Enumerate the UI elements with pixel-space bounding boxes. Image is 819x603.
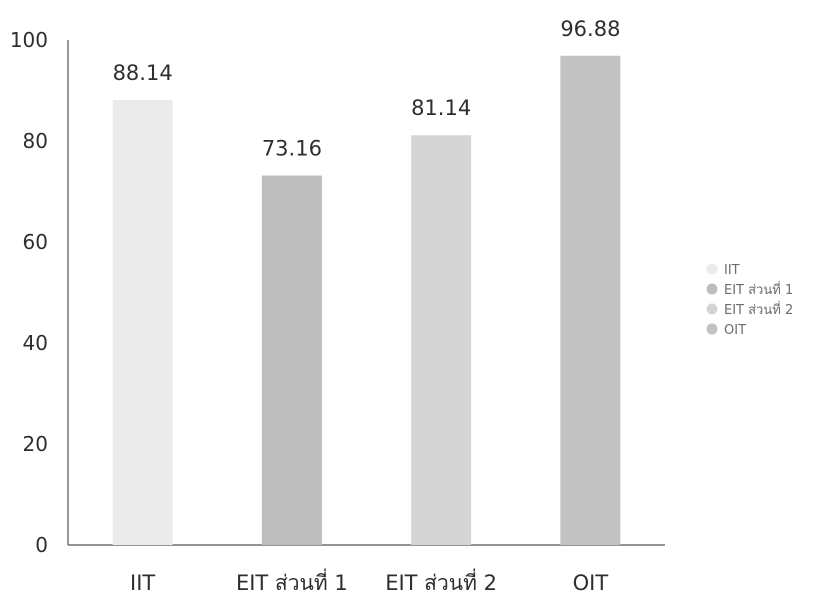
y-tick-label: 40 xyxy=(23,331,48,355)
y-tick-label: 20 xyxy=(23,432,48,456)
x-category-label: EIT ส่วนที่ 2 xyxy=(385,568,497,595)
bar xyxy=(112,99,173,545)
bar-value-label: 88.14 xyxy=(113,61,173,85)
legend-swatch xyxy=(706,263,718,275)
legend-label: EIT ส่วนที่ 1 xyxy=(724,281,793,298)
legend: IIT EIT ส่วนที่ 1 EIT ส่วนที่ 2 OIT xyxy=(706,263,793,338)
y-tick-label: 100 xyxy=(10,28,48,52)
y-tick-label: 80 xyxy=(23,129,48,153)
bar-value-label: 96.88 xyxy=(560,17,620,41)
bar-value-label: 81.14 xyxy=(411,96,471,120)
legend-label: IIT xyxy=(724,263,740,278)
value-labels-group: 88.14 73.16 81.14 96.88 xyxy=(113,17,621,161)
bar-value-label: 73.16 xyxy=(262,137,322,161)
x-category-label: EIT ส่วนที่ 1 xyxy=(236,568,348,595)
legend-swatch xyxy=(706,323,718,335)
bar xyxy=(261,175,322,546)
x-category-label: OIT xyxy=(573,571,609,595)
bars-group xyxy=(112,55,621,546)
legend-label: OIT xyxy=(724,323,746,338)
legend-swatch xyxy=(706,283,718,295)
x-category-label: IIT xyxy=(130,571,155,595)
legend-swatch xyxy=(706,303,718,315)
y-tick-labels: 0 20 40 60 80 100 xyxy=(10,28,48,557)
bar xyxy=(411,135,472,546)
y-tick-label: 60 xyxy=(23,230,48,254)
bar xyxy=(560,55,621,545)
legend-label: EIT ส่วนที่ 2 xyxy=(724,301,793,318)
y-tick-label: 0 xyxy=(35,533,48,557)
category-labels-group: IIT EIT ส่วนที่ 1 EIT ส่วนที่ 2 OIT xyxy=(130,568,608,595)
